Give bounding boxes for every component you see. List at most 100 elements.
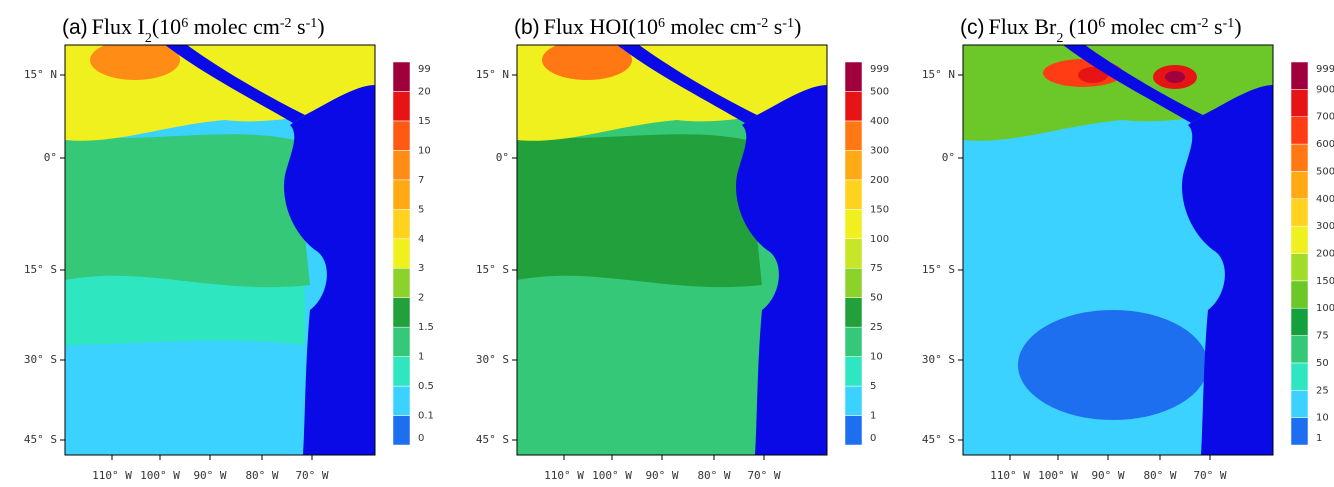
colorbar-label: 25 <box>870 322 883 333</box>
land <box>736 85 827 455</box>
title-part: ) <box>1234 14 1241 39</box>
land-central-america <box>1063 45 1203 123</box>
colorbar-box <box>1290 171 1309 200</box>
colorbar-label: 25 <box>1316 385 1329 396</box>
field-mid <box>65 134 310 288</box>
colorbar-label: 1 <box>870 411 876 422</box>
colorbar-box <box>844 179 863 210</box>
title-part: -1 <box>1223 16 1235 31</box>
panel-label: (c) <box>960 16 985 39</box>
colorbar-label: 20 <box>418 86 431 97</box>
colorbar-label: 600 <box>1316 139 1334 150</box>
colorbar-label: 400 <box>870 116 889 127</box>
colorbar-box <box>844 297 863 328</box>
colorbar-label: 300 <box>870 145 889 156</box>
lon-label: 90° W <box>1091 469 1124 482</box>
map-panel: 15° N 0° 15° S 30° S 45° S 110° W 100° W 90° W 8… <box>24 14 434 482</box>
colorbar-box <box>392 356 411 387</box>
field-transition <box>65 272 305 345</box>
land <box>284 85 375 455</box>
colorbar-box <box>392 267 411 298</box>
lat-label: 15° N <box>476 68 509 81</box>
colorbar-label: 5 <box>870 381 876 392</box>
title-part: molec cm <box>665 14 757 39</box>
colorbar-label: 0.1 <box>418 411 434 422</box>
field-transition <box>517 272 757 345</box>
title-part: -1 <box>306 16 318 31</box>
colorbar-box <box>392 179 411 210</box>
lon-label: 90° W <box>193 469 226 482</box>
colorbar-box <box>392 385 411 416</box>
colorbar-label: 99 <box>418 64 431 75</box>
lat-label: 45° S <box>476 433 509 446</box>
colorbar-box <box>844 238 863 269</box>
colorbar-box <box>1290 61 1309 90</box>
panel-title: (c) Flux Br2 (106 molec cm-2 s-1) <box>960 14 1242 46</box>
lat-label: 30° S <box>476 353 509 366</box>
panel-title: (b) Flux HOI(106 molec cm-2 s-1) <box>514 14 801 39</box>
colorbar-box <box>1290 253 1309 282</box>
land-central-america <box>617 45 757 123</box>
colorbar-box <box>844 61 863 92</box>
title-part: -2 <box>1197 16 1209 31</box>
title-part: 6 <box>181 16 188 31</box>
colorbar-box <box>1290 198 1309 227</box>
colorbar-label: 200 <box>870 175 889 186</box>
colorbar-box <box>844 326 863 357</box>
field-blob <box>1078 67 1108 83</box>
colorbar-box <box>392 150 411 181</box>
lat-label: 0° <box>496 151 509 164</box>
field-hotspot <box>542 45 632 80</box>
colorbar-label: 5 <box>418 204 424 215</box>
colorbar-label: 100 <box>870 234 889 245</box>
field-lowpatch <box>1018 310 1208 420</box>
land-central-america <box>165 45 305 123</box>
colorbar-box <box>1290 307 1309 336</box>
panel-title: (a) Flux I2(106 molec cm-2 s-1) <box>62 14 325 46</box>
colorbar-label: 10 <box>1316 413 1329 424</box>
colorbar-label: 10 <box>870 352 883 363</box>
title-part: -2 <box>757 16 769 31</box>
map-frame <box>962 44 1274 456</box>
colorbar-box <box>392 120 411 151</box>
panel-label: (a) <box>62 16 88 39</box>
lon-label: 100° W <box>140 469 180 482</box>
colorbar-label: 0 <box>870 433 876 444</box>
lon-label: 90° W <box>645 469 678 482</box>
colorbar-label: 100 <box>1316 303 1334 314</box>
colorbar-box <box>1290 225 1309 254</box>
map-field <box>963 45 1273 455</box>
colorbar-label: 150 <box>1316 276 1334 287</box>
lon-label: 70° W <box>747 469 780 482</box>
colorbar-box <box>844 91 863 122</box>
map-panel: 15° N 0° 15° S 30° S 45° S 110° W 100° W 90° W 8… <box>922 14 1334 482</box>
title-part: -1 <box>782 16 794 31</box>
lon-label: 100° W <box>592 469 632 482</box>
land <box>1182 85 1273 455</box>
colorbar-box <box>1290 116 1309 145</box>
lat-label: 15° S <box>476 263 509 276</box>
colorbar-label: 2 <box>418 293 424 304</box>
colorbar-label: 10 <box>418 145 431 156</box>
colorbar-label: 75 <box>870 263 883 274</box>
colorbar-label: 1 <box>1316 433 1322 444</box>
title-part: ) <box>794 14 801 39</box>
colorbar-box <box>1290 417 1309 446</box>
title-part: (10 <box>1063 14 1098 39</box>
colorbar-label: 999 <box>1316 64 1334 75</box>
colorbar-box <box>1290 280 1309 309</box>
colorbar-box <box>1290 390 1309 418</box>
lat-label: 45° S <box>24 433 57 446</box>
lat-label: 15° S <box>24 263 57 276</box>
colorbar-label: 75 <box>1316 331 1329 342</box>
map-frame <box>516 44 828 456</box>
lat-label: 0° <box>44 151 57 164</box>
colorbar-label: 7 <box>418 175 424 186</box>
colorbar-label: 500 <box>870 86 889 97</box>
lon-label: 110° W <box>990 469 1030 482</box>
lat-label: 30° S <box>922 353 955 366</box>
title-part: ) <box>317 14 324 39</box>
lat-label: 15° S <box>922 263 955 276</box>
colorbar-label: 4 <box>418 234 424 245</box>
